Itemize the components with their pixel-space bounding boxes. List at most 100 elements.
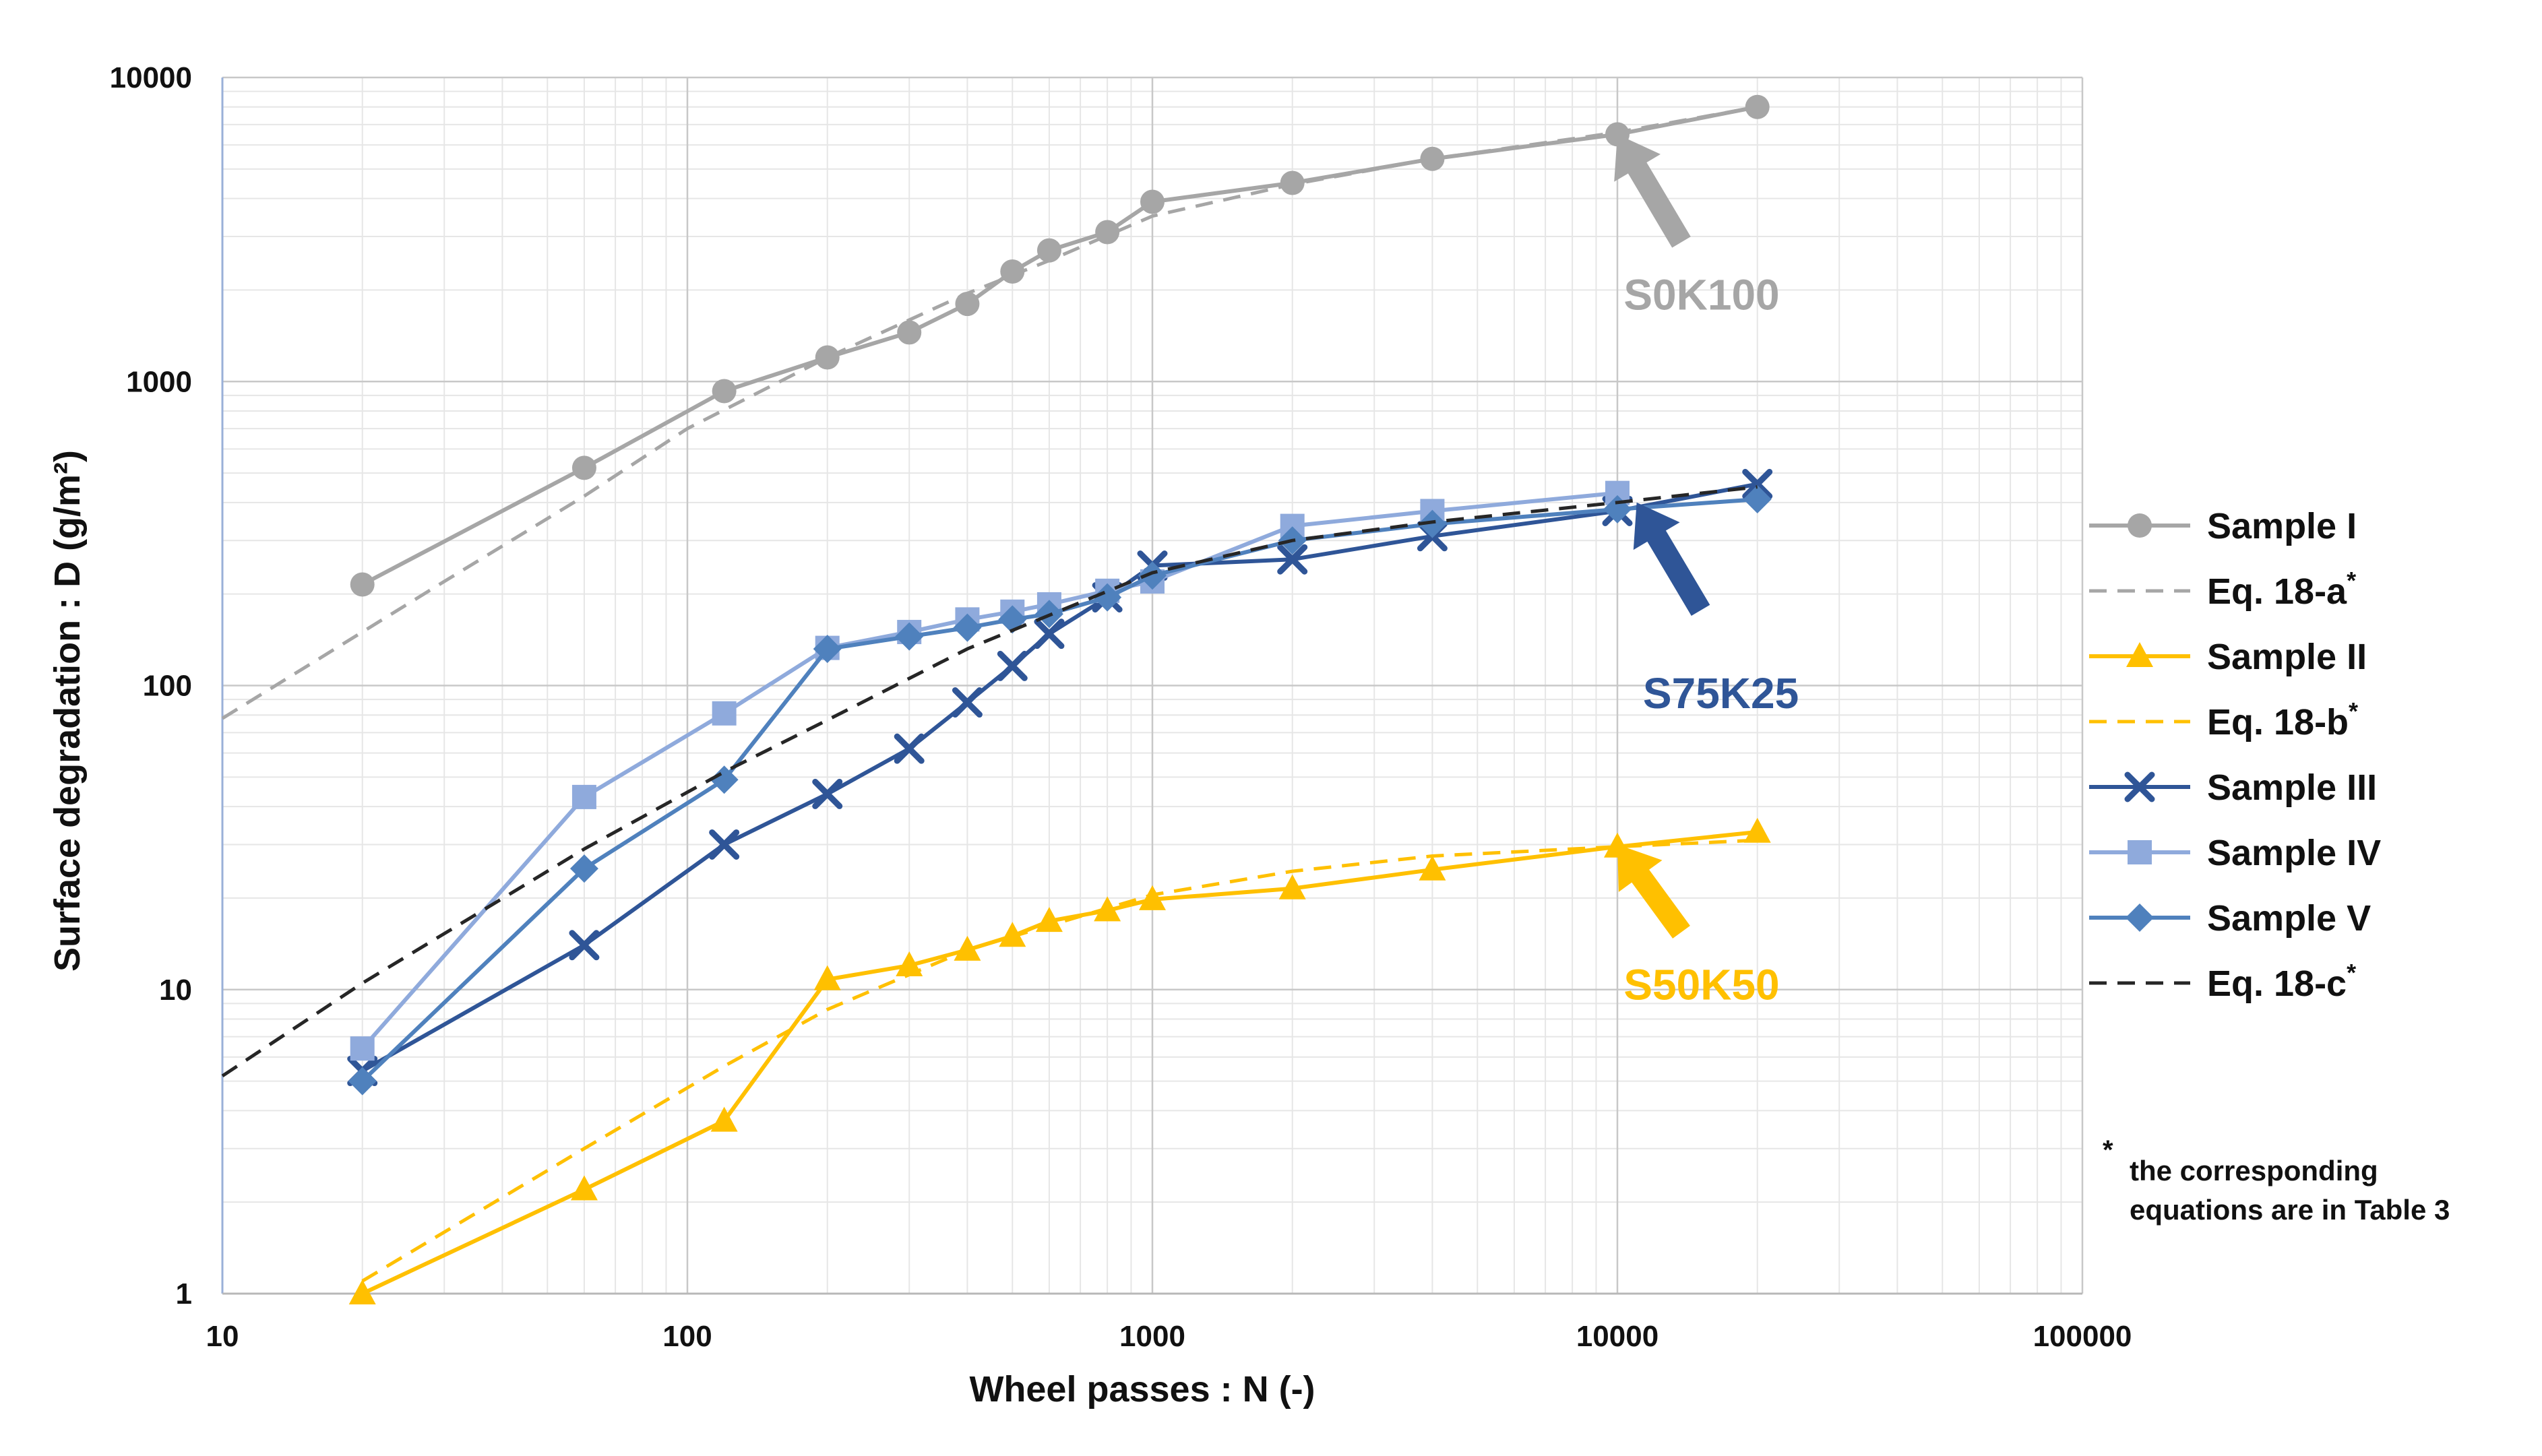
annotation-label: S0K100 xyxy=(1623,270,1779,319)
data-point xyxy=(1277,544,1308,575)
legend-item-sample-i: Sample I xyxy=(2089,506,2357,546)
series-line xyxy=(361,838,1758,1283)
legend-item-eq-18-b: Eq. 18-b* xyxy=(2089,697,2358,742)
data-point xyxy=(894,733,925,764)
legend-item-eq-18-c: Eq. 18-c* xyxy=(2089,959,2356,1004)
x-tick-label: 1000 xyxy=(1119,1320,1185,1353)
data-point xyxy=(1743,817,1771,843)
legend-item-sample-iii: Sample III xyxy=(2089,767,2377,808)
series-eq-18-b xyxy=(361,838,1758,1283)
series-sample-i xyxy=(350,94,1770,597)
series-eq-18-c xyxy=(221,485,1758,1077)
legend-label: Eq. 18-a* xyxy=(2207,567,2356,612)
data-point xyxy=(997,650,1028,681)
data-point-stroke xyxy=(997,650,1028,681)
footnote-line-2: equations are in Table 3 xyxy=(2130,1194,2450,1226)
series-sample-v xyxy=(348,484,1772,1096)
data-point xyxy=(2128,513,2152,538)
data-point xyxy=(571,784,596,809)
data-point xyxy=(569,854,598,883)
data-point xyxy=(1093,583,1122,612)
legend-item-eq-18-a: Eq. 18-a* xyxy=(2089,567,2356,612)
data-point xyxy=(1139,885,1166,910)
data-point xyxy=(350,1036,375,1061)
legend-superscript: * xyxy=(2347,959,2356,986)
data-point-stroke xyxy=(952,687,983,718)
data-point-stroke xyxy=(1034,619,1065,650)
annotation-label: S75K25 xyxy=(1643,669,1799,718)
data-point xyxy=(1034,619,1065,650)
data-point xyxy=(348,1067,377,1096)
data-point xyxy=(1140,189,1165,214)
series-line xyxy=(221,485,1758,1077)
data-point xyxy=(813,965,841,990)
legend-item-sample-ii: Sample II xyxy=(2089,637,2367,677)
annotation-label: S50K50 xyxy=(1623,960,1779,1009)
legend-superscript: * xyxy=(2347,567,2356,594)
legend-superscript: * xyxy=(2349,697,2358,725)
data-point xyxy=(1000,259,1025,284)
x-axis-label: Wheel passes : N (-) xyxy=(969,1369,1315,1410)
data-point xyxy=(999,922,1026,947)
data-point xyxy=(812,778,843,809)
data-point xyxy=(570,1175,598,1201)
data-point-stroke xyxy=(569,930,600,961)
data-point xyxy=(813,635,842,664)
data-point xyxy=(348,1279,376,1304)
footnote-star: * xyxy=(2103,1135,2113,1165)
data-point xyxy=(710,765,739,794)
legend-label: Eq. 18-b* xyxy=(2207,697,2358,742)
data-point xyxy=(712,701,737,726)
legend-item-sample-iv: Sample IV xyxy=(2089,833,2381,873)
annotation-arrow xyxy=(1614,134,1691,248)
y-axis-label: Surface degradation : D (g/m²) xyxy=(47,450,88,972)
annotation-arrow xyxy=(1633,502,1710,616)
x-tick-label: 10 xyxy=(206,1320,239,1353)
data-point xyxy=(1035,907,1063,932)
data-point xyxy=(1745,94,1770,119)
data-point xyxy=(1743,484,1772,513)
y-tick-label: 10 xyxy=(159,974,192,1007)
data-point xyxy=(2126,642,2153,667)
data-point xyxy=(1742,468,1773,499)
data-point xyxy=(1278,874,1306,899)
data-point-stroke xyxy=(1742,468,1773,499)
tick-labels: 10 100 1000 10000 100000 1 10 100 1000 10000 xyxy=(110,61,2132,1353)
series-line xyxy=(221,105,1758,720)
data-point xyxy=(1419,855,1446,881)
annotation-s75k25: S75K25 xyxy=(1633,502,1799,718)
legend-label: Sample II xyxy=(2207,637,2367,677)
data-point xyxy=(815,345,840,370)
y-tick-label: 10000 xyxy=(110,61,192,94)
data-point xyxy=(2128,840,2152,864)
series-sample-ii xyxy=(348,817,1771,1304)
series-eq-18-a xyxy=(221,105,1758,720)
series-line xyxy=(361,482,1758,1073)
x-tick-label: 10000 xyxy=(1576,1320,1658,1353)
legend-label: Sample IV xyxy=(2207,833,2381,873)
annotation-s50k50: S50K50 xyxy=(1617,844,1780,1009)
footnote-line-1: the corresponding xyxy=(2130,1155,2378,1186)
annotation-arrow xyxy=(1617,844,1690,939)
data-point xyxy=(2124,771,2155,802)
y-tick-label: 1000 xyxy=(126,365,192,398)
data-point xyxy=(953,613,982,642)
series-layer xyxy=(221,94,1773,1304)
series-line xyxy=(361,104,1758,587)
data-point xyxy=(897,320,922,345)
data-point-stroke xyxy=(812,778,843,809)
annotation-layer: S0K100 S75K25 S50K50 xyxy=(1614,134,1799,1009)
legend-label: Sample III xyxy=(2207,767,2377,808)
legend: Sample I Eq. 18-a* Sample II Eq. 18-b* Sampl… xyxy=(2089,506,2381,1004)
data-point xyxy=(350,572,375,597)
data-point-stroke xyxy=(709,829,740,860)
y-tick-label: 1 xyxy=(176,1277,192,1310)
data-point-stroke xyxy=(894,733,925,764)
legend-label: Sample I xyxy=(2207,506,2357,546)
legend-item-sample-v: Sample V xyxy=(2089,898,2371,939)
data-point xyxy=(709,829,740,860)
footnote: * the corresponding equations are in Tab… xyxy=(2103,1135,2450,1226)
x-tick-label: 100 xyxy=(662,1320,712,1353)
